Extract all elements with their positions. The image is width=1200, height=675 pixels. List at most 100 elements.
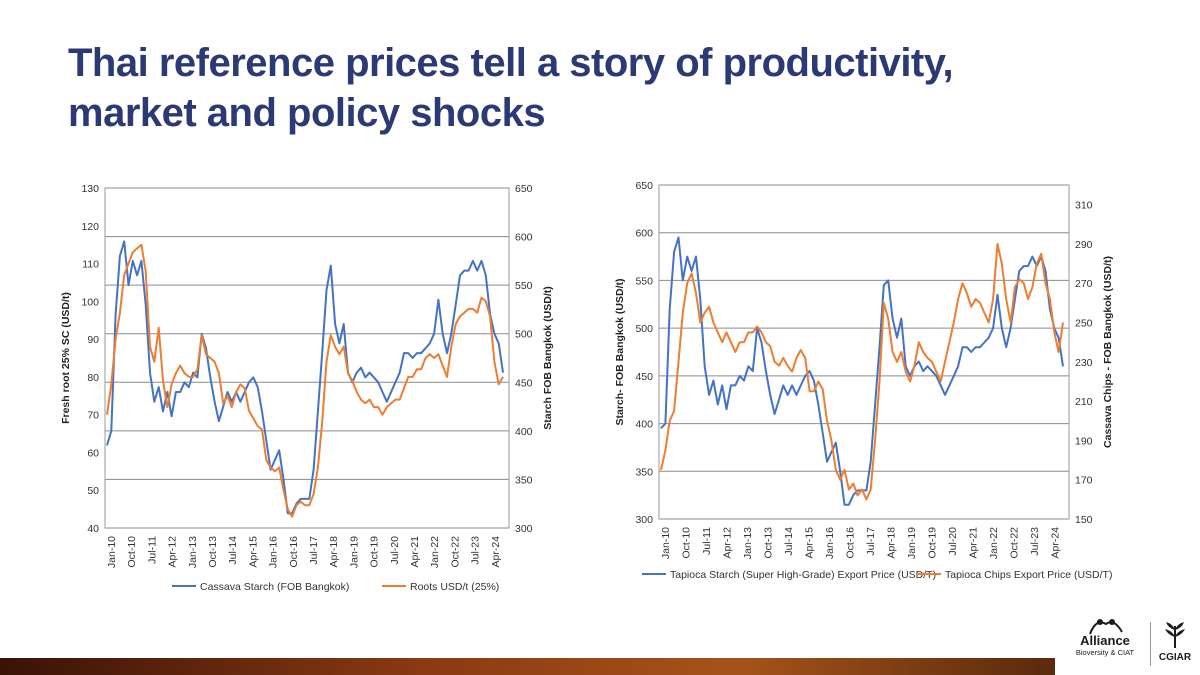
- legend-label-2: Tapioca Chips Export Price (USD/T): [945, 569, 1112, 581]
- x-tick-label: Jan-13: [187, 536, 199, 568]
- cgiar-wheat-icon: [1165, 622, 1185, 648]
- x-tick-label: Jan-16: [268, 536, 280, 568]
- y-right-axis-title: Cassava Chips - FOB Bangkok (USD/t): [1102, 256, 1114, 448]
- y-left-tick-label: 500: [635, 323, 653, 335]
- y-left-tick-label: 600: [635, 228, 653, 240]
- x-tick-label: Apr-12: [167, 536, 179, 568]
- chart-left-svg: 40 50 60 70 80 90 100 110 120 130 300 350 400 450 500 5…: [60, 183, 554, 593]
- y-left-tick-label: 400: [635, 419, 653, 431]
- legend-label-1: Tapioca Starch (Super High-Grade) Export…: [670, 569, 936, 581]
- y-left-tick-label: 120: [81, 221, 99, 233]
- x-tick-label: Apr-24: [490, 536, 502, 568]
- x-tick-label: Jan-10: [660, 527, 672, 559]
- y-right-tick-label: 190: [1075, 435, 1093, 447]
- y-right-tick-label: 550: [515, 280, 533, 292]
- series-line-2: [106, 243, 504, 518]
- series-line-2: [660, 242, 1064, 501]
- legend-label-2: Roots USD/t (25%): [410, 581, 499, 593]
- x-tick-label: Oct-16: [288, 536, 300, 568]
- x-tick-label: Oct-19: [927, 527, 939, 559]
- y-right-tick-label: 300: [515, 523, 533, 535]
- x-tick-label: Oct-22: [1009, 527, 1021, 559]
- x-tick-label: Jan-13: [742, 527, 754, 559]
- y-right-tick-label: 310: [1075, 200, 1093, 212]
- x-tick-label: Oct-16: [845, 527, 857, 559]
- slide-title: Thai reference prices tell a story of pr…: [68, 38, 1068, 138]
- y-left-tick-label: 550: [635, 275, 653, 287]
- y-right-axis-title: Starch FOB Bangkok (USD/t): [542, 286, 554, 430]
- y-left-tick-label: 130: [81, 183, 99, 195]
- y-right-tick-label: 350: [515, 474, 533, 486]
- x-tick-label: Jul-11: [146, 536, 158, 564]
- y-left-tick-label: 100: [81, 296, 99, 308]
- x-tick-label: Jul-11: [701, 527, 713, 555]
- x-tick-label: Oct-19: [369, 536, 381, 568]
- x-tick-label: Jan-22: [988, 527, 1000, 559]
- y-left-axis-title: Starch- FOB Bangkok (USD/t): [614, 278, 626, 425]
- alliance-logo: Alliance Bioversity & CIAT: [1062, 616, 1148, 657]
- slide-title-line-1: Thai reference prices tell a story of pr…: [68, 41, 954, 85]
- x-tick-label: Jan-19: [348, 536, 360, 568]
- logo-divider: [1150, 622, 1151, 666]
- x-tick-label: Jan-10: [106, 536, 118, 568]
- y-left-tick-label: 300: [635, 514, 653, 526]
- series-line-1: [106, 240, 504, 515]
- x-tick-label: Apr-12: [722, 527, 734, 559]
- x-tick-label: Jul-14: [783, 527, 795, 556]
- chart-left: 40 50 60 70 80 90 100 110 120 130 300 350 400 450 500 5…: [52, 180, 572, 610]
- x-tick-label: Jul-14: [227, 536, 239, 565]
- y-left-tick-label: 50: [87, 485, 99, 497]
- y-left-axis-title: Fresh root 25% SC (USD/t): [60, 292, 72, 424]
- y-left-tick-label: 40: [87, 523, 99, 535]
- y-left-tick-label: 90: [87, 334, 99, 346]
- y-right-tick-label: 270: [1075, 278, 1093, 290]
- y-left-tick-label: 650: [635, 180, 653, 192]
- chart-right-svg: 300 350 400 450 500 550 600 650 150 170 190 210 230 2…: [614, 180, 1114, 581]
- y-right-tick-label: 500: [515, 329, 533, 341]
- x-tick-label: Oct-10: [126, 536, 138, 568]
- y-right-tick-label: 650: [515, 183, 533, 195]
- y-left-tick-label: 450: [635, 371, 653, 383]
- x-tick-label: Apr-21: [409, 536, 421, 568]
- y-left-tick-label: 80: [87, 372, 99, 384]
- y-left-tick-label: 110: [82, 259, 99, 271]
- cgiar-logo: CGIAR: [1154, 616, 1196, 663]
- y-right-tick-label: 450: [515, 377, 533, 389]
- alliance-logo-sub: Bioversity & CIAT: [1075, 648, 1135, 657]
- x-tick-label: Jul-20: [947, 527, 959, 556]
- y-right-tick-label: 210: [1075, 396, 1093, 408]
- cgiar-logo-name: CGIAR: [1158, 652, 1192, 663]
- x-tick-label: Apr-15: [247, 536, 259, 568]
- x-tick-label: Jul-17: [865, 527, 877, 556]
- y-right-tick-label: 600: [515, 232, 533, 244]
- slide-title-line-2: market and policy shocks: [68, 91, 546, 135]
- chart-right: 300 350 400 450 500 550 600 650 150 170 190 210 230 2…: [612, 172, 1142, 602]
- x-tick-label: Jul-23: [1029, 527, 1041, 556]
- x-tick-label: Jan-19: [906, 527, 918, 559]
- y-left-tick-label: 60: [87, 447, 99, 459]
- x-tick-label: Jan-22: [429, 536, 441, 568]
- x-tick-label: Apr-15: [804, 527, 816, 559]
- plot-frame: [658, 184, 1070, 520]
- y-right-tick-label: 250: [1075, 318, 1093, 330]
- y-left-tick-label: 350: [635, 466, 653, 478]
- x-tick-label: Oct-22: [449, 536, 461, 568]
- x-tick-label: Apr-18: [328, 536, 340, 568]
- x-tick-label: Jul-20: [389, 536, 401, 565]
- plot-frame: [104, 187, 510, 529]
- legend-label-1: Cassava Starch (FOB Bangkok): [200, 581, 349, 593]
- alliance-logo-name: Alliance: [1080, 633, 1130, 648]
- x-tick-label: Jan-16: [824, 527, 836, 559]
- x-tick-label: Jul-23: [470, 536, 482, 565]
- x-tick-label: Oct-13: [207, 536, 219, 568]
- y-right-tick-label: 150: [1075, 514, 1093, 526]
- y-left-tick-label: 70: [87, 410, 99, 422]
- y-right-tick-label: 400: [515, 426, 533, 438]
- x-tick-label: Jul-17: [308, 536, 320, 565]
- footer-logos: Alliance Bioversity & CIAT CGIAR: [1062, 616, 1198, 672]
- x-tick-label: Apr-18: [886, 527, 898, 559]
- x-tick-label: Apr-24: [1050, 527, 1062, 559]
- y-right-tick-label: 290: [1075, 239, 1093, 251]
- x-tick-label: Oct-13: [763, 527, 775, 559]
- alliance-emblem-icon: [1089, 619, 1123, 635]
